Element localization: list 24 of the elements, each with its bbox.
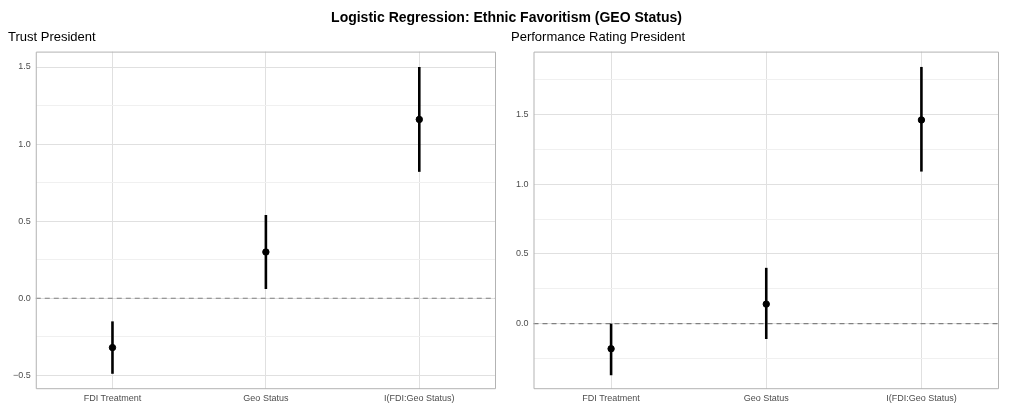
- x-tick-label: I(FDI:Geo Status): [384, 393, 455, 404]
- y-tick-label: 1.0: [18, 138, 31, 149]
- y-tick-label: 0.0: [18, 292, 31, 303]
- x-tick-label: Geo Status: [743, 393, 790, 404]
- chart-subtitle: Trust President: [8, 29, 97, 45]
- point: [262, 248, 270, 256]
- y-tick-label: 0.5: [18, 215, 31, 226]
- point: [917, 116, 926, 124]
- x-tick-label: FDI Treatment: [83, 393, 142, 404]
- chart-subtitle: Performance Rating President: [511, 29, 686, 45]
- y-tick-label: 1.5: [18, 61, 31, 72]
- y-tick-label: 0.0: [516, 318, 529, 329]
- y-tick-label: −0.5: [12, 369, 31, 380]
- point: [762, 300, 770, 308]
- x-tick-label: I(FDI:Geo Status): [886, 393, 957, 404]
- x-tick-label: Geo Status: [243, 393, 289, 404]
- x-tick-label: FDI Treatment: [582, 393, 641, 404]
- point: [108, 343, 117, 352]
- point: [607, 345, 615, 353]
- y-tick-label: 0.5: [516, 248, 529, 259]
- y-tick-label: 1.5: [516, 108, 529, 119]
- point: [415, 115, 423, 124]
- chart-title: Logistic Regression: Ethnic Favoritism (GEO Status): [330, 8, 683, 27]
- y-tick-label: 1.0: [516, 178, 529, 189]
